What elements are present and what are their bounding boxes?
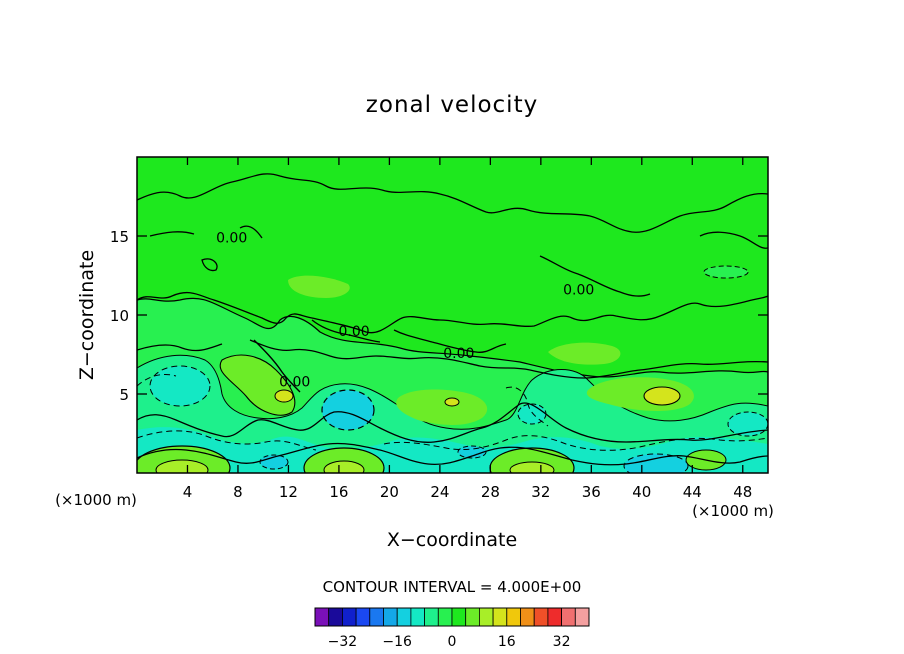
contour-value-label: 0.00 bbox=[443, 346, 474, 362]
contour-value-label: 0.00 bbox=[338, 324, 369, 340]
neg-contour-2 bbox=[383, 435, 768, 451]
contour-interval-text: CONTOUR INTERVAL = 4.000E+00 bbox=[323, 578, 582, 596]
x-tick-label: 40 bbox=[632, 483, 651, 501]
positive-patches bbox=[137, 275, 727, 473]
zero-contour-c3 bbox=[137, 402, 768, 443]
x-tick-label: 48 bbox=[733, 483, 752, 501]
patch-center bbox=[396, 389, 488, 425]
colorbar-swatch bbox=[314, 607, 330, 627]
colorbar-swatch bbox=[533, 607, 549, 627]
y-axis-label: Z−coordinate bbox=[76, 250, 98, 380]
band-cyan bbox=[137, 427, 768, 473]
x-tick-label: 44 bbox=[683, 483, 702, 501]
colorbar-swatch bbox=[574, 607, 590, 627]
x-tick-label: 28 bbox=[481, 483, 500, 501]
patch-diagonal-core bbox=[274, 389, 294, 403]
x-axis-unit-left: (×1000 m) bbox=[55, 491, 137, 509]
colorbar-swatch bbox=[506, 607, 521, 627]
colorbar-tick-label: 0 bbox=[448, 634, 457, 650]
colorbar-swatch bbox=[520, 607, 535, 627]
zero-contour-right-top bbox=[699, 231, 768, 249]
zero-contour-upper bbox=[137, 292, 768, 334]
colorbar-tick-label: 32 bbox=[553, 634, 571, 650]
colorbar-swatch bbox=[355, 607, 371, 627]
x-tick-label: 20 bbox=[380, 483, 399, 501]
neg-contour-4 bbox=[137, 373, 177, 387]
patch-right-bottom-core bbox=[509, 461, 555, 473]
patch-upper-left bbox=[288, 275, 350, 298]
patch-neg-left bbox=[149, 365, 211, 407]
x-axis-label: X−coordinate bbox=[387, 529, 517, 551]
patch-neg-mid bbox=[321, 389, 375, 431]
x-tick-label: 8 bbox=[233, 483, 243, 501]
patch-upper-right bbox=[548, 342, 621, 365]
neg-contour-3 bbox=[505, 386, 549, 427]
zero-contour-mid bbox=[137, 339, 768, 379]
neg-contour-1 bbox=[137, 430, 317, 451]
y-tick-label: 15 bbox=[110, 228, 129, 246]
y-tick-label: 5 bbox=[119, 386, 129, 404]
colorbar-tick-label: −32 bbox=[328, 634, 358, 650]
colorbar-swatch bbox=[451, 607, 467, 627]
colorbar-tick-label: −16 bbox=[382, 634, 412, 650]
patch-diagonal bbox=[219, 354, 296, 416]
colorbar-swatch bbox=[410, 607, 425, 627]
colorbar bbox=[314, 607, 590, 627]
contour-field bbox=[137, 157, 768, 473]
patch-neg-far-right bbox=[727, 411, 768, 437]
colorbar-swatch bbox=[424, 607, 439, 627]
patch-neg-top-right bbox=[703, 265, 749, 279]
colorbar-tick-label: 16 bbox=[498, 634, 516, 650]
zero-contours bbox=[137, 173, 768, 466]
x-axis-unit-right: (×1000 m) bbox=[692, 502, 774, 520]
contour-value-label: 0.00 bbox=[563, 283, 594, 299]
colorbar-swatch bbox=[369, 607, 384, 627]
colorbar-swatch bbox=[465, 607, 480, 627]
x-tick-label: 24 bbox=[430, 483, 449, 501]
zero-contour-c2 bbox=[539, 255, 651, 297]
colorbar-swatch bbox=[547, 607, 563, 627]
negative-contours bbox=[137, 373, 768, 451]
x-axis-ticks: 4 8 12 16 20 24 28 32 36 40 44 48 bbox=[183, 157, 752, 501]
colorbar-swatch bbox=[561, 607, 576, 627]
x-tick-label: 16 bbox=[329, 483, 348, 501]
zero-contour-c4 bbox=[137, 442, 768, 466]
x-tick-label: 4 bbox=[183, 483, 193, 501]
colorbar-swatch bbox=[396, 607, 412, 627]
colorbar-swatch bbox=[492, 607, 508, 627]
negative-patches bbox=[149, 265, 768, 473]
zero-contour-c1 bbox=[311, 319, 507, 353]
x-tick-label: 12 bbox=[279, 483, 298, 501]
chart-title: zonal velocity bbox=[366, 92, 538, 118]
y-axis-ticks: 5 10 15 bbox=[110, 228, 768, 404]
x-tick-label: 32 bbox=[531, 483, 550, 501]
contour-labels: 0.00 0.00 0.00 0.00 0.00 bbox=[216, 231, 594, 391]
zero-contour-top bbox=[137, 173, 768, 233]
colorbar-swatch bbox=[341, 607, 357, 627]
colorbar-swatch bbox=[383, 607, 398, 627]
colorbar-swatch bbox=[478, 607, 494, 627]
colorbar-swatch bbox=[328, 607, 343, 627]
contour-value-label: 0.00 bbox=[216, 231, 247, 247]
patch-mid-bottom-core bbox=[323, 460, 365, 473]
zero-contour-top-small bbox=[149, 225, 263, 272]
y-tick-label: 10 bbox=[110, 307, 129, 325]
contour-value-label: 0.00 bbox=[279, 374, 310, 390]
patch-east-core bbox=[643, 386, 681, 406]
patch-left-bottom-core bbox=[155, 459, 209, 473]
patch-neg-bottom-right bbox=[623, 453, 689, 473]
patch-center-core bbox=[444, 397, 460, 407]
patch-neg-center bbox=[457, 445, 487, 459]
zero-contour-diag bbox=[253, 339, 301, 393]
colorbar-frame bbox=[314, 607, 590, 627]
x-tick-label: 36 bbox=[582, 483, 601, 501]
colorbar-swatch bbox=[437, 607, 453, 627]
colorbar-tick-labels: −32 −16 0 16 32 bbox=[328, 634, 571, 650]
